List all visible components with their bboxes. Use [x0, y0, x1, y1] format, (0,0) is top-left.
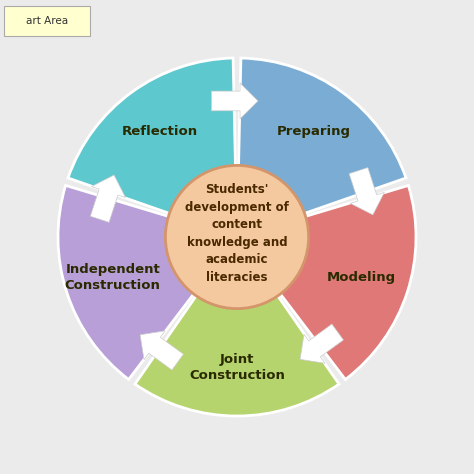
Wedge shape — [135, 237, 339, 416]
Polygon shape — [140, 331, 183, 370]
FancyBboxPatch shape — [4, 6, 90, 36]
Polygon shape — [91, 175, 126, 222]
Circle shape — [165, 165, 309, 309]
Text: Reflection: Reflection — [122, 125, 198, 138]
Polygon shape — [349, 168, 384, 215]
Wedge shape — [237, 185, 416, 380]
Text: Preparing: Preparing — [277, 125, 351, 138]
Polygon shape — [211, 83, 258, 119]
Wedge shape — [237, 58, 406, 237]
Text: Modeling: Modeling — [327, 271, 396, 284]
Wedge shape — [68, 58, 237, 237]
Text: Joint
Construction: Joint Construction — [189, 353, 285, 383]
Text: Independent
Construction: Independent Construction — [65, 263, 161, 292]
Polygon shape — [300, 324, 344, 364]
Wedge shape — [58, 185, 237, 380]
Text: Students'
development of
content
knowledge and
academic
literacies: Students' development of content knowled… — [185, 183, 289, 283]
Text: art Area: art Area — [26, 16, 68, 26]
